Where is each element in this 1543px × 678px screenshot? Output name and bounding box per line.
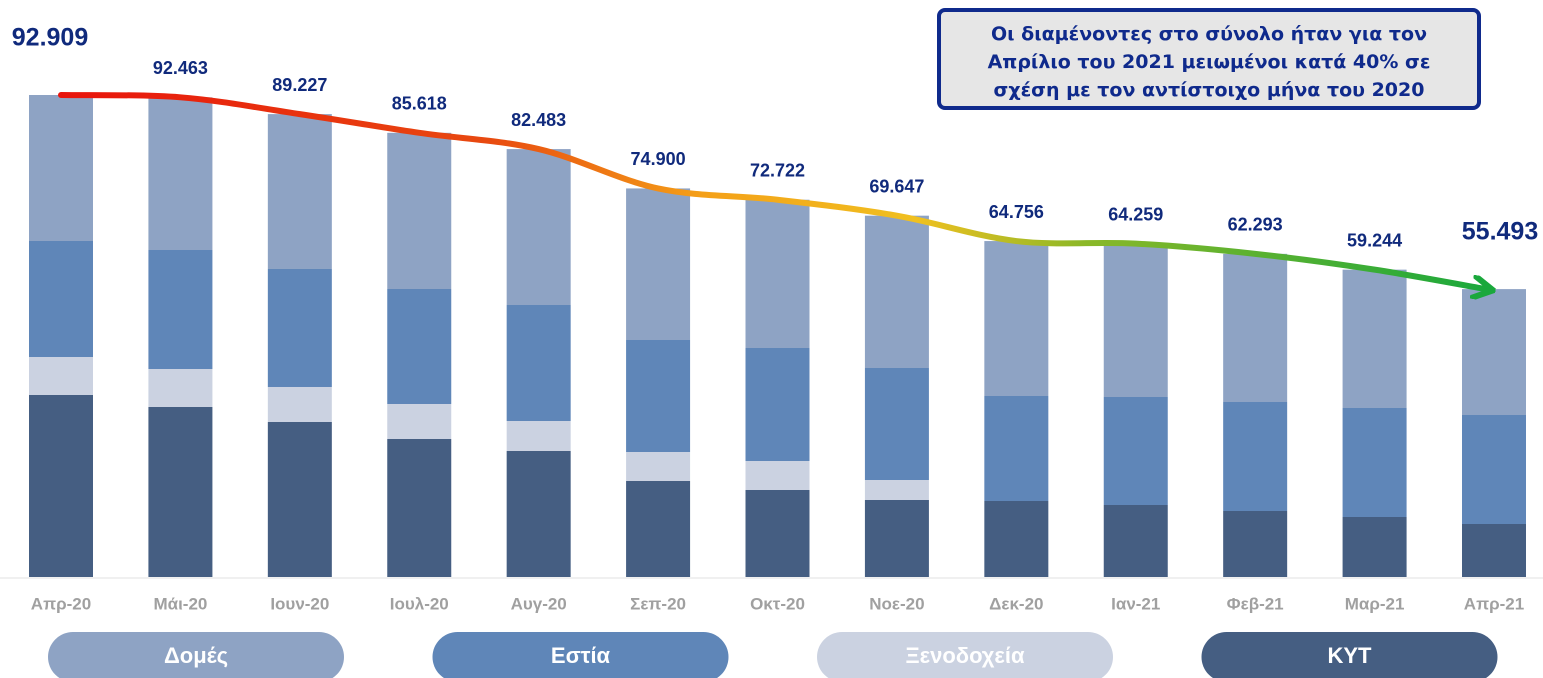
bar-segment [387,288,452,404]
bar-segment [626,451,691,481]
bar-segment [1342,269,1407,408]
bar-segment [148,368,213,407]
bar-segment [626,339,691,452]
x-tick-label: Μαρ-21 [1345,594,1405,613]
bar-segment [745,489,810,577]
legend-label: Δομές [164,643,228,668]
bar-segment [267,114,332,269]
x-tick-label: Μάι-20 [153,594,207,613]
x-tick-label: Ιουλ-20 [390,594,449,613]
trend-line [58,92,1486,289]
bar-segment [29,95,93,241]
bar-segment [29,356,93,395]
bar-segment [387,132,452,289]
bar-segment [1223,510,1288,577]
x-tick-label: Φεβ-21 [1227,594,1284,613]
x-tick-label: Αυγ-20 [511,594,567,613]
bar-segment [1342,516,1407,577]
bar-segment [1462,289,1526,415]
bar-segment [148,406,213,577]
total-label: 85.618 [392,94,447,114]
x-tick-label: Ιαν-21 [1111,594,1160,613]
bar-segment [1462,414,1526,525]
bar-segment [864,479,929,500]
bar-segment [1223,401,1288,511]
bar-segment [506,304,571,421]
total-label: 64.756 [989,202,1044,222]
x-tick-label: Οκτ-20 [750,594,805,613]
bar-segment [148,97,213,250]
legend-swatch [432,632,729,678]
annotation: Οι διαμένοντες στο σύνολο ήταν για τον Α… [937,8,1481,110]
bar-segment [267,386,332,422]
bar-segment [864,367,929,480]
bar-segment [626,480,691,577]
bar-segment [387,403,452,439]
bar-segment [984,395,1049,501]
total-label: 64.259 [1108,204,1163,224]
total-label: 59.244 [1347,230,1402,250]
bar-segment [626,188,691,340]
bar-segment [864,499,929,577]
bar-segment [29,394,93,577]
bar-segment [984,500,1049,577]
total-label: 82.483 [511,110,566,130]
bar-segment [29,240,93,357]
legend-label: ΚΥΤ [1328,643,1373,668]
bar-segment [148,249,213,369]
total-label: 92.463 [153,58,208,78]
x-tick-label: Σεπ-20 [630,594,686,613]
total-label: 62.293 [1228,215,1283,235]
legend-label: Εστία [551,643,611,668]
bar-segment [506,149,571,305]
legend-label: Ξενοδοχεία [905,643,1024,668]
total-label: 74.900 [631,149,686,169]
bar-segment [506,450,571,577]
total-label: 89.227 [272,75,327,95]
x-tick-label: Απρ-20 [31,594,91,613]
total-label: 92.909 [12,24,88,52]
total-label: 55.493 [1462,218,1538,246]
bar-segment [745,460,810,490]
bar-segment [1103,396,1168,505]
bar-segment [1223,253,1288,402]
legend-swatch [48,632,344,678]
bar-segment [745,199,810,348]
bar-segment [1103,504,1168,577]
legend-swatch [1201,632,1498,678]
bar-segment [506,420,571,451]
bar-segment [1462,524,1526,577]
total-label: 69.647 [869,176,924,196]
bar-segment [267,268,332,387]
x-tick-label: Δεκ-20 [989,594,1043,613]
bar-segment [387,438,452,577]
legend-swatch [817,632,1113,678]
bar-segment [1342,407,1407,517]
bar-segment [1103,243,1168,397]
bar-segment [984,241,1049,396]
x-tick-label: Ιουν-20 [270,594,329,613]
bar-segment [267,421,332,577]
bar-segment [745,347,810,461]
bar-segment [864,215,929,368]
x-tick-label: Νοε-20 [869,594,924,613]
total-label: 72.722 [750,160,805,180]
x-tick-label: Απρ-21 [1464,594,1524,613]
